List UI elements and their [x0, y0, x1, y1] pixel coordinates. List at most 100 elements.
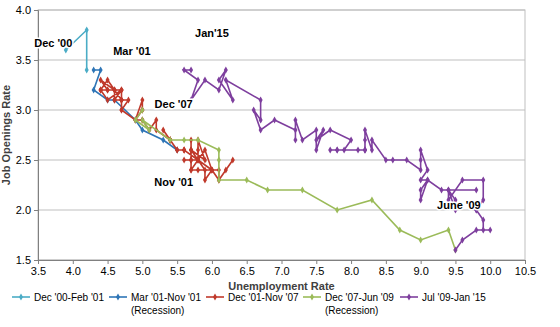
series-point	[182, 147, 186, 154]
series-point	[119, 87, 123, 94]
series-point	[252, 107, 256, 114]
series-point	[259, 117, 263, 124]
plot: 3.54.04.55.05.56.06.57.07.58.08.59.09.51…	[16, 4, 537, 277]
annotations: Dec '00Mar '01Jan'15Dec '07Nov '01June '…	[34, 27, 480, 211]
series-point	[196, 157, 200, 164]
series-point	[126, 97, 130, 104]
series-point	[314, 137, 318, 144]
marks	[64, 27, 492, 254]
legend-item: Jul '09-Jan '15	[400, 292, 486, 303]
legend-label: Dec '07-Jun '09 (Recession)	[325, 292, 397, 316]
plot-frame	[38, 10, 525, 260]
series-point	[217, 77, 221, 84]
series-point	[189, 157, 193, 164]
x-tick-label: 9.0	[413, 265, 428, 277]
x-tick-label: 9.5	[448, 265, 463, 277]
y-tick-mark	[34, 10, 38, 11]
grid-line	[38, 60, 525, 61]
series-point	[119, 87, 123, 94]
series-point	[356, 147, 360, 154]
series-point	[133, 117, 137, 124]
series-point	[161, 127, 165, 134]
series-point	[85, 27, 89, 34]
y-tick-label: 2.5	[16, 154, 31, 166]
series-point	[453, 247, 457, 254]
series-point	[168, 137, 172, 144]
chart: 3.54.04.55.05.56.06.57.07.58.08.59.09.51…	[0, 0, 560, 327]
x-tick-label: 3.5	[31, 265, 46, 277]
series-point	[189, 157, 193, 164]
series	[182, 67, 492, 254]
series-point	[168, 137, 172, 144]
series-point	[370, 137, 374, 144]
series-point	[92, 67, 96, 74]
series	[92, 67, 180, 154]
x-tick-label: 6.0	[205, 265, 220, 277]
series-point	[419, 237, 423, 244]
series-point	[328, 147, 332, 154]
series-point	[419, 177, 423, 184]
series-point	[140, 117, 144, 124]
series-point	[273, 117, 277, 124]
series-point	[106, 97, 110, 104]
x-tick-label: 7.5	[309, 265, 324, 277]
series-point	[363, 147, 367, 154]
x-tick: 4.0	[66, 260, 81, 277]
x-tick-label: 8.0	[344, 265, 359, 277]
series-point	[481, 197, 485, 204]
series-point	[419, 157, 423, 164]
series-point	[99, 77, 103, 84]
series-point	[189, 167, 193, 174]
x-tick: 10.0	[480, 260, 501, 277]
series-point	[99, 87, 103, 94]
series-point	[481, 227, 485, 234]
series-point	[314, 147, 318, 154]
x-tick-label: 10.0	[480, 265, 501, 277]
series-point	[474, 227, 478, 234]
x-tick: 5.0	[135, 260, 150, 277]
series-point	[106, 87, 110, 94]
series-point	[217, 147, 221, 154]
legend-label: Dec '00-Feb '01	[34, 292, 104, 303]
series-point	[140, 127, 144, 134]
x-axis-line	[39, 261, 526, 265]
x-tick-mark	[177, 260, 178, 264]
x-tick-mark	[386, 260, 387, 264]
series-point	[293, 117, 297, 124]
x-tick: 10.5	[515, 260, 536, 277]
series-point	[266, 187, 270, 194]
y-tick: 4.0	[16, 4, 38, 16]
x-tick-label: 5.0	[135, 265, 150, 277]
x-tick: 9.0	[413, 260, 428, 277]
series-line	[184, 70, 490, 250]
series-point	[363, 127, 367, 134]
series-point	[224, 167, 228, 174]
series-point	[217, 177, 221, 184]
series-point	[168, 137, 172, 144]
x-tick: 8.5	[379, 260, 394, 277]
series-point	[426, 167, 430, 174]
series-point	[293, 127, 297, 134]
legend-item: Dec '00-Feb '01	[12, 292, 104, 303]
series-point	[426, 177, 430, 184]
x-tick-label: 8.5	[379, 265, 394, 277]
x-tick-label: 5.5	[170, 265, 185, 277]
x-tick: 4.5	[100, 260, 115, 277]
series-point	[189, 157, 193, 164]
series-point	[182, 157, 186, 164]
series-point	[440, 187, 444, 194]
x-tick-mark	[490, 260, 491, 264]
series-point	[113, 97, 117, 104]
y-tick-mark	[34, 160, 38, 161]
series-point	[106, 87, 110, 94]
x-tick-mark	[108, 260, 109, 264]
series-point	[224, 67, 228, 74]
series-point	[182, 147, 186, 154]
series-point	[370, 147, 374, 154]
series-point	[203, 77, 207, 84]
series-point	[363, 137, 367, 144]
series-point	[189, 147, 193, 154]
series-point	[370, 197, 374, 204]
annotation: Dec '00	[34, 37, 72, 49]
series-point	[113, 87, 117, 94]
